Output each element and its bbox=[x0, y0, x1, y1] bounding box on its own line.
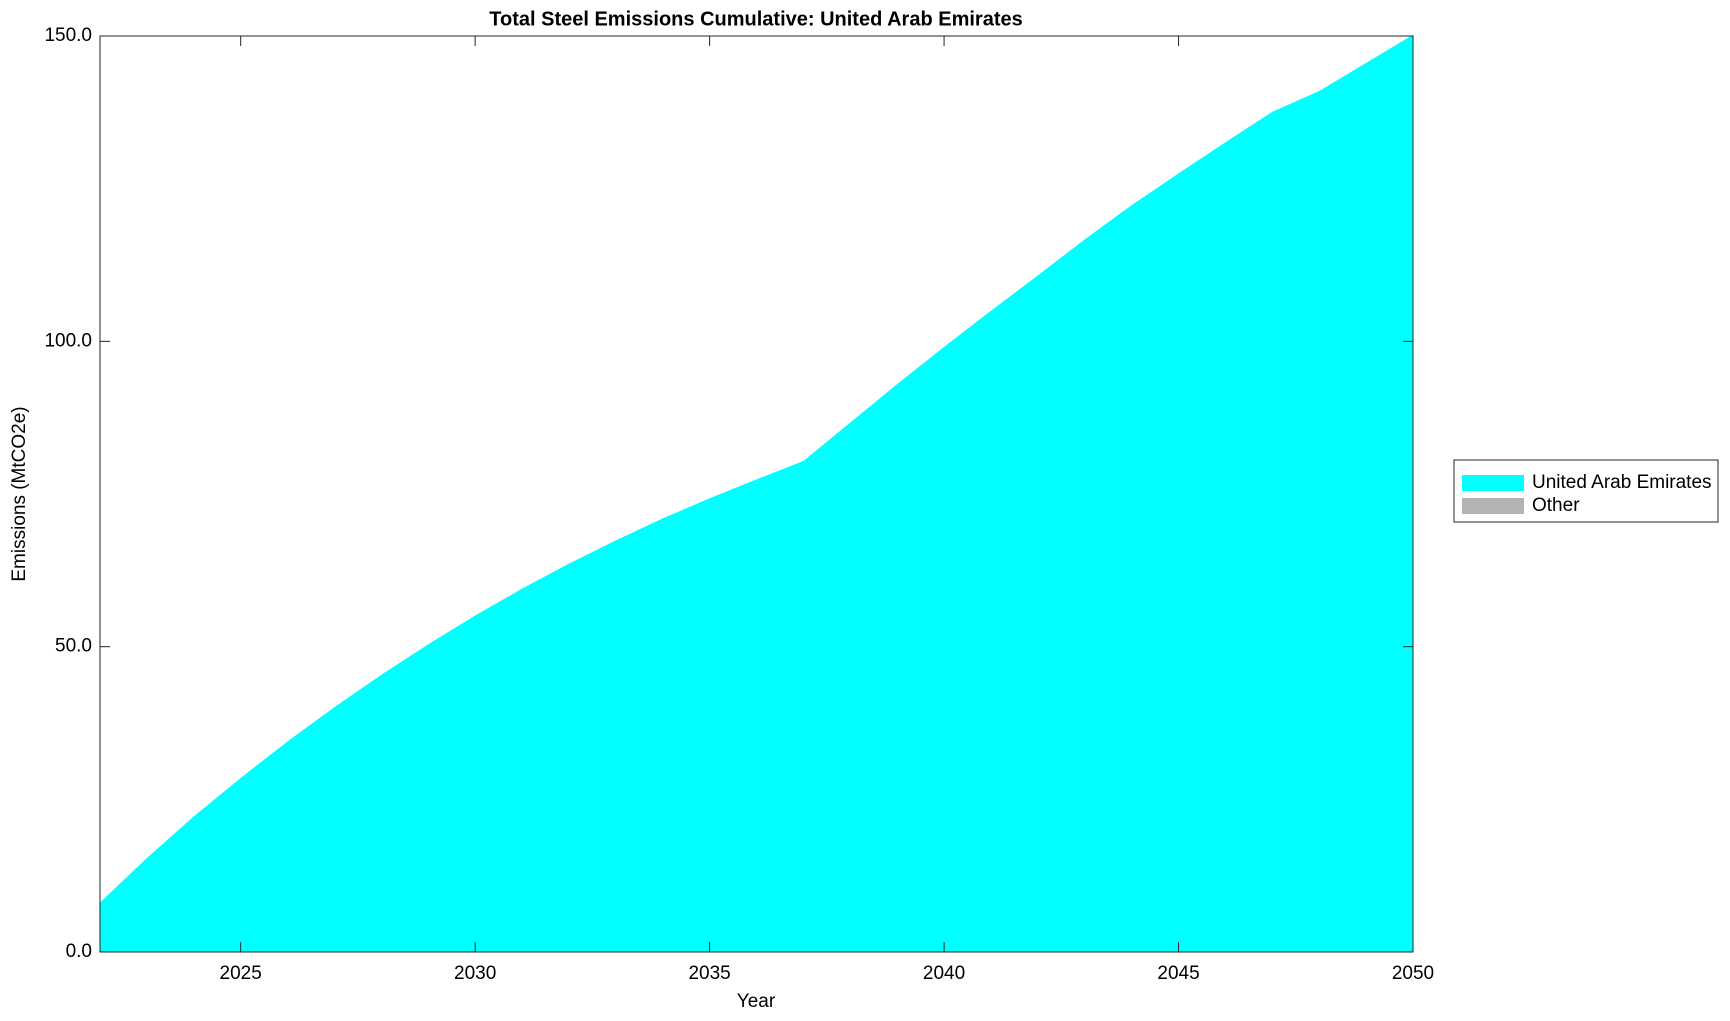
x-tick-label: 2035 bbox=[688, 963, 730, 984]
x-tick-label: 2050 bbox=[1392, 963, 1434, 984]
chart-title: Total Steel Emissions Cumulative: United… bbox=[489, 8, 1022, 30]
y-tick-label: 150.0 bbox=[44, 25, 92, 46]
x-tick-label: 2030 bbox=[454, 963, 496, 984]
x-tick-label: 2025 bbox=[220, 963, 262, 984]
legend-swatch bbox=[1462, 475, 1524, 491]
area bbox=[100, 34, 1413, 952]
x-axis-label: Year bbox=[737, 991, 776, 1012]
legend-label: United Arab Emirates bbox=[1532, 472, 1712, 493]
legend-swatch bbox=[1462, 498, 1524, 514]
x-tick-label: 2045 bbox=[1157, 963, 1199, 984]
y-tick-label: 50.0 bbox=[55, 636, 92, 657]
plot-frame bbox=[99, 35, 1414, 953]
legend-label: Other bbox=[1532, 495, 1580, 516]
x-tick-label: 2040 bbox=[923, 963, 965, 984]
y-axis-label: Emissions (MtCO2e) bbox=[9, 406, 30, 581]
y-tick-label: 0.0 bbox=[66, 941, 92, 962]
y-tick-label: 100.0 bbox=[44, 330, 92, 351]
